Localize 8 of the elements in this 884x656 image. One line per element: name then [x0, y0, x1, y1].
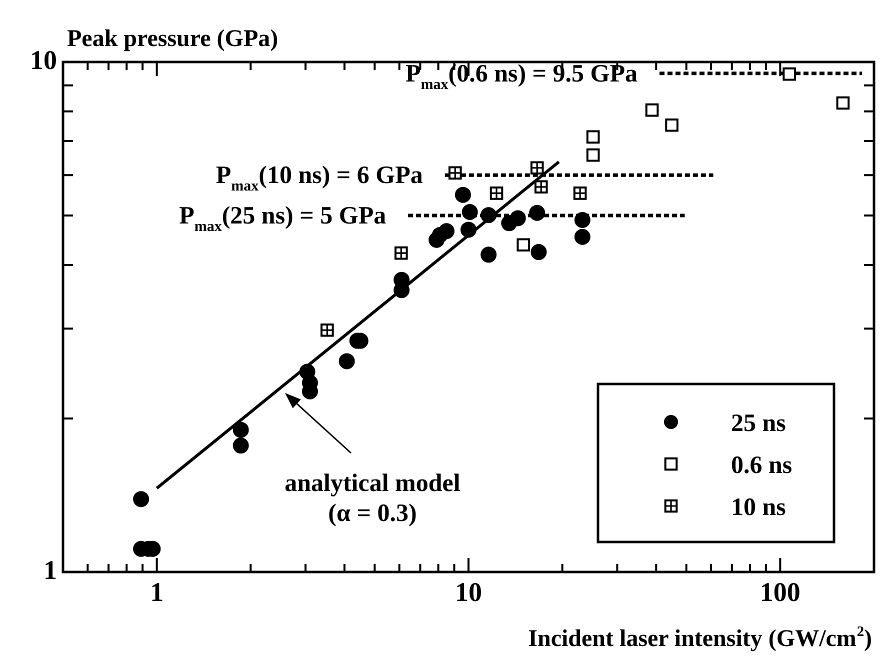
- legend-label: 25 ns: [731, 410, 786, 437]
- legend-label: 0.6 ns: [731, 452, 792, 479]
- x-tick-label: 100: [760, 577, 800, 608]
- y-axis-title: Peak pressure (GPa): [67, 26, 278, 52]
- x-tick-label: 1: [150, 577, 164, 608]
- legend-label: 10 ns: [731, 494, 786, 521]
- x-tick-label: 10: [455, 577, 482, 608]
- annotation: analytical model (α = 0.3): [284, 470, 460, 528]
